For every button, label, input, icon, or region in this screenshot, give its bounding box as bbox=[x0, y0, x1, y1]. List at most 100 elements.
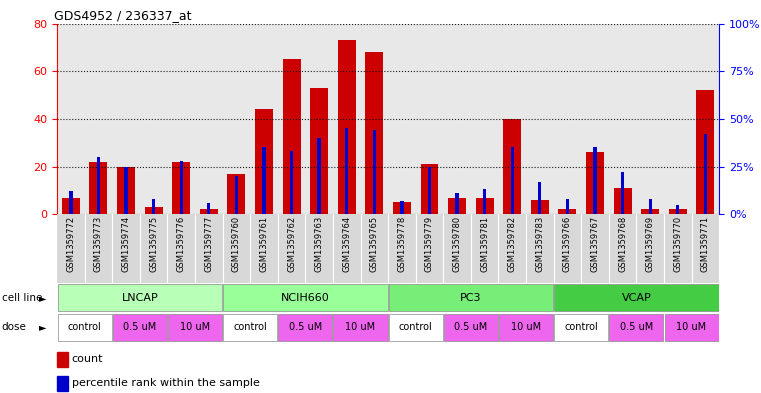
Bar bbox=[498, 24, 526, 214]
Bar bbox=[338, 40, 355, 214]
FancyBboxPatch shape bbox=[58, 284, 222, 311]
Text: GSM1359775: GSM1359775 bbox=[149, 216, 158, 272]
Bar bbox=[586, 152, 604, 214]
FancyBboxPatch shape bbox=[554, 284, 718, 311]
Bar bbox=[373, 130, 376, 214]
Text: GSM1359766: GSM1359766 bbox=[563, 216, 572, 272]
Bar bbox=[97, 157, 100, 214]
Bar bbox=[664, 24, 692, 214]
Text: 10 uM: 10 uM bbox=[511, 322, 541, 332]
Text: VCAP: VCAP bbox=[622, 293, 651, 303]
FancyBboxPatch shape bbox=[389, 314, 443, 341]
Text: GSM1359778: GSM1359778 bbox=[397, 216, 406, 272]
Bar bbox=[692, 24, 719, 214]
Bar bbox=[531, 200, 549, 214]
Text: GSM1359769: GSM1359769 bbox=[645, 216, 654, 272]
Bar bbox=[483, 189, 486, 214]
Bar bbox=[503, 119, 521, 214]
Text: GSM1359768: GSM1359768 bbox=[618, 216, 627, 272]
Bar bbox=[365, 52, 384, 214]
Bar bbox=[669, 209, 686, 214]
Bar bbox=[152, 199, 155, 214]
Text: GSM1359782: GSM1359782 bbox=[508, 216, 517, 272]
FancyBboxPatch shape bbox=[223, 314, 277, 341]
Bar bbox=[207, 203, 211, 214]
Text: GSM1359767: GSM1359767 bbox=[591, 216, 600, 272]
Bar bbox=[553, 24, 581, 214]
Bar bbox=[559, 209, 576, 214]
FancyBboxPatch shape bbox=[279, 314, 333, 341]
Bar bbox=[250, 24, 278, 214]
Bar bbox=[428, 167, 431, 214]
Text: NCIH660: NCIH660 bbox=[281, 293, 330, 303]
Bar bbox=[195, 24, 222, 214]
Text: 10 uM: 10 uM bbox=[345, 322, 376, 332]
Text: PC3: PC3 bbox=[460, 293, 482, 303]
Bar bbox=[388, 24, 416, 214]
Bar bbox=[648, 199, 652, 214]
Text: GSM1359763: GSM1359763 bbox=[314, 216, 323, 272]
Text: GSM1359770: GSM1359770 bbox=[673, 216, 683, 272]
FancyBboxPatch shape bbox=[444, 314, 498, 341]
Bar bbox=[621, 172, 624, 214]
Text: GDS4952 / 236337_at: GDS4952 / 236337_at bbox=[54, 9, 191, 22]
Bar bbox=[310, 88, 328, 214]
Bar bbox=[117, 167, 135, 214]
Text: control: control bbox=[399, 322, 432, 332]
Bar bbox=[448, 198, 466, 214]
Text: GSM1359773: GSM1359773 bbox=[94, 216, 103, 272]
FancyBboxPatch shape bbox=[113, 314, 167, 341]
Bar bbox=[278, 24, 305, 214]
Bar bbox=[676, 205, 680, 214]
FancyBboxPatch shape bbox=[610, 314, 664, 341]
Bar bbox=[305, 24, 333, 214]
Text: dose: dose bbox=[2, 322, 27, 332]
FancyBboxPatch shape bbox=[389, 284, 553, 311]
Bar bbox=[642, 209, 659, 214]
FancyBboxPatch shape bbox=[58, 314, 112, 341]
Bar bbox=[124, 167, 128, 214]
FancyBboxPatch shape bbox=[223, 284, 387, 311]
Bar bbox=[112, 24, 140, 214]
Text: GSM1359762: GSM1359762 bbox=[287, 216, 296, 272]
Text: GSM1359779: GSM1359779 bbox=[425, 216, 434, 272]
Bar bbox=[234, 176, 238, 214]
Text: 10 uM: 10 uM bbox=[677, 322, 707, 332]
Bar bbox=[145, 207, 163, 214]
Text: cell line: cell line bbox=[2, 293, 42, 303]
Text: GSM1359771: GSM1359771 bbox=[701, 216, 710, 272]
Bar bbox=[62, 198, 80, 214]
Bar bbox=[609, 24, 636, 214]
Bar bbox=[443, 24, 471, 214]
Bar bbox=[476, 198, 494, 214]
Bar bbox=[565, 199, 569, 214]
Bar bbox=[704, 134, 707, 214]
Text: ►: ► bbox=[39, 293, 46, 303]
Bar bbox=[90, 162, 107, 214]
Bar bbox=[57, 24, 84, 214]
FancyBboxPatch shape bbox=[499, 314, 553, 341]
Text: 10 uM: 10 uM bbox=[180, 322, 210, 332]
Bar bbox=[636, 24, 664, 214]
Text: GSM1359780: GSM1359780 bbox=[453, 216, 462, 272]
Bar bbox=[69, 191, 72, 214]
Text: GSM1359777: GSM1359777 bbox=[204, 216, 213, 272]
Bar bbox=[84, 24, 113, 214]
Bar bbox=[180, 161, 183, 214]
Text: 0.5 uM: 0.5 uM bbox=[288, 322, 322, 332]
Bar bbox=[140, 24, 167, 214]
Bar bbox=[455, 193, 459, 214]
FancyBboxPatch shape bbox=[664, 314, 718, 341]
Text: 0.5 uM: 0.5 uM bbox=[123, 322, 157, 332]
Bar bbox=[696, 90, 715, 214]
Bar bbox=[200, 209, 218, 214]
FancyBboxPatch shape bbox=[333, 314, 387, 341]
Text: GSM1359781: GSM1359781 bbox=[480, 216, 489, 272]
Text: control: control bbox=[234, 322, 267, 332]
Text: 0.5 uM: 0.5 uM bbox=[454, 322, 488, 332]
Bar bbox=[263, 147, 266, 214]
Bar bbox=[511, 147, 514, 214]
Text: count: count bbox=[72, 354, 103, 364]
Bar bbox=[172, 162, 190, 214]
Bar bbox=[345, 129, 349, 214]
